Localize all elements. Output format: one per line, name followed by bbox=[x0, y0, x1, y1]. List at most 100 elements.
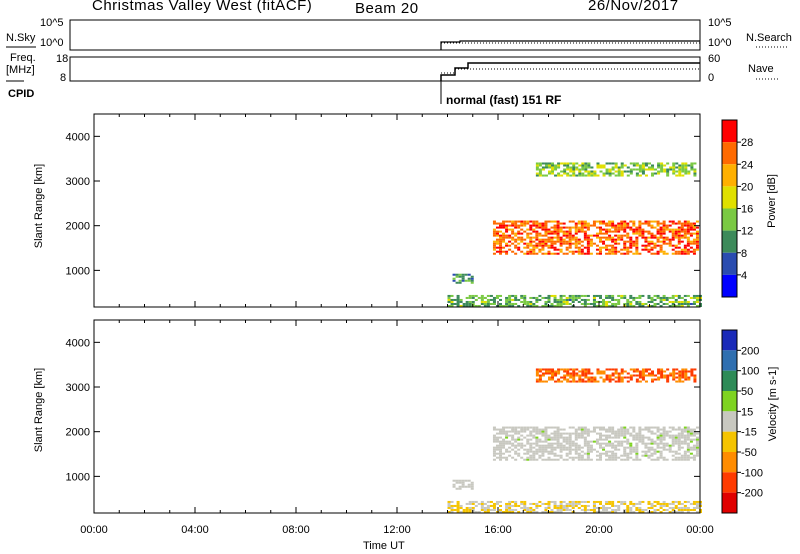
echo-cell bbox=[523, 502, 527, 505]
echo-cell bbox=[508, 454, 512, 457]
echo-cell bbox=[535, 172, 539, 175]
echo-cell bbox=[523, 500, 527, 503]
echo-cell bbox=[644, 302, 648, 305]
echo-cell bbox=[574, 500, 578, 503]
echo-cell bbox=[650, 432, 654, 435]
echo-cell bbox=[650, 226, 654, 229]
echo-cell bbox=[638, 220, 642, 223]
echo-cell bbox=[566, 174, 570, 177]
echo-cell bbox=[650, 248, 654, 251]
echo-cell bbox=[523, 242, 527, 245]
echo-cell bbox=[590, 376, 594, 379]
echo-cell bbox=[532, 248, 536, 251]
echo-cell bbox=[544, 502, 548, 505]
echo-cell bbox=[502, 226, 506, 229]
echo-cell bbox=[477, 304, 481, 307]
echo-cell bbox=[626, 174, 630, 177]
echo-cell bbox=[686, 230, 690, 233]
echo-cell bbox=[675, 174, 679, 177]
echo-cell bbox=[623, 454, 627, 457]
echo-cell bbox=[505, 226, 509, 229]
echo-cell bbox=[568, 226, 572, 229]
echo-cell bbox=[583, 246, 587, 249]
echo-cell bbox=[447, 296, 451, 299]
echo-cell bbox=[635, 380, 639, 383]
echo-cell bbox=[614, 166, 618, 169]
echo-cell bbox=[541, 454, 545, 457]
echo-cell bbox=[668, 296, 672, 299]
echo-cell bbox=[538, 504, 542, 507]
echo-cell bbox=[559, 450, 563, 453]
echo-cell bbox=[620, 368, 624, 371]
echo-cell bbox=[587, 376, 591, 379]
echo-cell bbox=[526, 304, 530, 307]
echo-cell bbox=[583, 304, 587, 307]
echo-cell bbox=[647, 222, 651, 225]
echo-cell bbox=[668, 450, 672, 453]
echo-cell bbox=[595, 304, 599, 307]
echo-cell bbox=[695, 432, 699, 435]
echo-cell bbox=[529, 510, 533, 513]
echo-cell bbox=[641, 170, 645, 173]
echo-cell bbox=[541, 168, 545, 171]
echo-cell bbox=[635, 450, 639, 453]
echo-cell bbox=[532, 250, 536, 253]
echo-cell bbox=[520, 300, 524, 303]
echo-cell bbox=[569, 380, 573, 383]
echo-cell bbox=[559, 238, 563, 241]
echo-cell bbox=[514, 432, 518, 435]
echo-cell bbox=[662, 504, 666, 507]
echo-cell bbox=[505, 250, 509, 253]
echo-cell bbox=[651, 168, 655, 171]
echo-cell bbox=[559, 294, 563, 297]
echo-cell bbox=[568, 236, 572, 239]
echo-cell bbox=[547, 438, 551, 441]
echo-cell bbox=[680, 428, 684, 431]
echo-cell bbox=[511, 236, 515, 239]
echo-cell bbox=[666, 368, 670, 371]
echo-cell bbox=[461, 481, 465, 484]
echo-cell bbox=[647, 500, 651, 503]
echo-cell bbox=[556, 440, 560, 443]
echo-cell bbox=[547, 236, 551, 239]
echo-cell bbox=[602, 232, 606, 235]
echo-cell bbox=[571, 448, 575, 451]
echo-cell bbox=[590, 378, 594, 381]
echo-cell bbox=[499, 240, 503, 243]
echo-cell bbox=[595, 510, 599, 513]
echo-cell bbox=[458, 481, 462, 484]
echo-cell bbox=[690, 374, 694, 377]
echo-cell bbox=[554, 380, 558, 383]
echo-cell bbox=[574, 442, 578, 445]
velocity-echo-region bbox=[492, 426, 699, 461]
echo-cell bbox=[505, 508, 509, 511]
echo-cell bbox=[520, 444, 524, 447]
echo-cell bbox=[547, 298, 551, 301]
echo-cell bbox=[499, 444, 503, 447]
echo-cell bbox=[541, 428, 545, 431]
echo-cell bbox=[681, 376, 685, 379]
echo-cell bbox=[641, 428, 645, 431]
echo-cell bbox=[577, 294, 581, 297]
echo-cell bbox=[583, 508, 587, 511]
echo-cell bbox=[599, 304, 602, 307]
echo-cell bbox=[602, 246, 606, 249]
echo-cell bbox=[514, 458, 518, 461]
echo-cell bbox=[653, 442, 657, 445]
echo-cell bbox=[629, 172, 633, 175]
echo-cell bbox=[614, 226, 618, 229]
echo-cell bbox=[547, 166, 551, 169]
echo-cell bbox=[568, 298, 572, 301]
echo-cell bbox=[671, 428, 675, 431]
echo-cell bbox=[568, 228, 572, 231]
echo-cell bbox=[651, 174, 655, 177]
echo-cell bbox=[614, 174, 618, 177]
echo-cell bbox=[623, 436, 627, 439]
echo-cell bbox=[580, 298, 584, 301]
echo-cell bbox=[656, 228, 660, 231]
echo-cell bbox=[559, 444, 563, 447]
echo-cell bbox=[547, 246, 551, 249]
echo-cell bbox=[508, 504, 512, 507]
echo-cell bbox=[544, 240, 548, 243]
echo-cell bbox=[635, 458, 639, 461]
